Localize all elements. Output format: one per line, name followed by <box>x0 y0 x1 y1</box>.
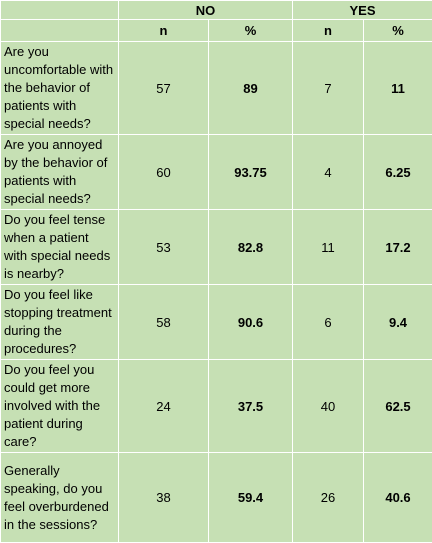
table-row: Are you annoyed by the behavior of patie… <box>1 135 432 210</box>
no-n-cell: 58 <box>119 285 209 360</box>
no-n-cell: 57 <box>119 42 209 135</box>
table-row: Do you feel tense when a patient with sp… <box>1 210 432 285</box>
no-n-cell: 60 <box>119 135 209 210</box>
subheader-yes-n: n <box>293 20 364 42</box>
group-header-yes: YES <box>293 1 432 20</box>
yes-pct-cell: 17.2 <box>364 210 432 285</box>
question-cell: Do you feel like stopping treatment duri… <box>1 285 119 360</box>
yes-n-cell: 40 <box>293 360 364 453</box>
corner-cell <box>1 1 119 20</box>
yes-n-cell: 11 <box>293 210 364 285</box>
yes-pct-cell: 9.4 <box>364 285 432 360</box>
question-cell: Are you uncomfortable with the behavior … <box>1 42 119 135</box>
yes-n-cell: 4 <box>293 135 364 210</box>
yes-pct-cell: 11 <box>364 42 432 135</box>
yes-pct-cell: 62.5 <box>364 360 432 453</box>
no-pct-cell: 82.8 <box>209 210 293 285</box>
table-row: Are you uncomfortable with the behavior … <box>1 42 432 135</box>
yes-n-cell: 7 <box>293 42 364 135</box>
yes-pct-cell: 6.25 <box>364 135 432 210</box>
no-pct-cell: 89 <box>209 42 293 135</box>
table-row: Do you feel like stopping treatment duri… <box>1 285 432 360</box>
no-pct-cell: 93.75 <box>209 135 293 210</box>
no-n-cell: 38 <box>119 453 209 543</box>
question-cell: Are you annoyed by the behavior of patie… <box>1 135 119 210</box>
no-pct-cell: 59.4 <box>209 453 293 543</box>
question-cell: Do you feel you could get more involved … <box>1 360 119 453</box>
table-row: Do you feel you could get more involved … <box>1 360 432 453</box>
group-header-no: NO <box>119 1 293 20</box>
no-n-cell: 24 <box>119 360 209 453</box>
subheader-no-n: n <box>119 20 209 42</box>
no-pct-cell: 90.6 <box>209 285 293 360</box>
no-n-cell: 53 <box>119 210 209 285</box>
question-cell: Generally speaking, do you feel overburd… <box>1 453 119 543</box>
corner-cell <box>1 20 119 42</box>
yes-pct-cell: 40.6 <box>364 453 432 543</box>
table-row: Generally speaking, do you feel overburd… <box>1 453 432 543</box>
question-cell: Do you feel tense when a patient with sp… <box>1 210 119 285</box>
group-header-row: NO YES <box>1 1 432 20</box>
subheader-yes-pct: % <box>364 20 432 42</box>
subheader-row: n % n % <box>1 20 432 42</box>
yes-n-cell: 26 <box>293 453 364 543</box>
yes-n-cell: 6 <box>293 285 364 360</box>
subheader-no-pct: % <box>209 20 293 42</box>
no-pct-cell: 37.5 <box>209 360 293 453</box>
